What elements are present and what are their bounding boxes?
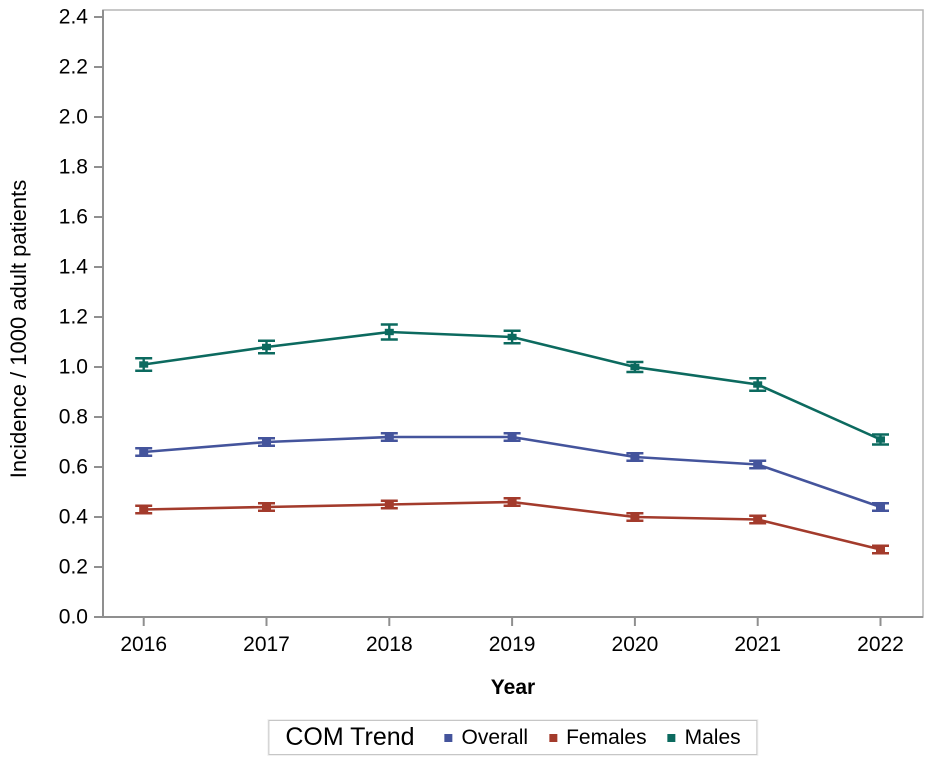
x-axis: 2016 2017 2018 2019 2020 2021 2022: [120, 617, 904, 656]
x-tick-label: 2016: [120, 633, 167, 656]
plot-frame: [102, 9, 924, 618]
legend-items: Overall Females Males: [444, 725, 741, 750]
data-point-marker: [262, 343, 271, 351]
x-tick-label: 2018: [366, 633, 413, 656]
y-tick-label: 0.2: [59, 556, 88, 579]
y-tick-label: 2.0: [59, 106, 88, 129]
legend-marker-icon: [549, 733, 558, 742]
legend: COM Trend Overall Females Males: [268, 720, 758, 755]
data-point-marker: [753, 461, 763, 468]
y-tick-label: 0.6: [59, 456, 88, 479]
legend-item-label: Males: [684, 725, 741, 749]
y-tick-label: 1.8: [59, 156, 88, 179]
y-tick-label: 1.6: [59, 206, 88, 229]
data-point-marker: [262, 503, 271, 511]
data-point-marker: [139, 361, 149, 368]
data-point-marker: [507, 333, 517, 341]
data-point-marker: [630, 513, 640, 521]
data-point-marker: [384, 433, 394, 441]
legend-item-females: Females: [549, 726, 647, 750]
data-point-marker: [139, 506, 149, 513]
data-point-marker: [876, 503, 885, 511]
data-point-marker: [876, 546, 885, 553]
y-tick-label: 0.8: [59, 406, 88, 429]
data-point-marker: [384, 328, 394, 336]
series-females: [135, 496, 889, 555]
y-axis-title: Incidence / 1000 adult patients: [6, 179, 31, 479]
legend-item-males: Males: [667, 725, 741, 750]
legend-marker-icon: [667, 733, 676, 742]
x-tick-label: 2017: [243, 633, 290, 656]
x-axis-title: Year: [490, 676, 536, 699]
data-point-marker: [139, 448, 149, 456]
data-point-marker: [630, 363, 640, 371]
x-tick-label: 2020: [612, 633, 659, 656]
data-point-marker: [753, 381, 763, 388]
data-point-marker: [630, 453, 640, 461]
y-tick-label: 1.2: [59, 306, 88, 329]
legend-item-label: Females: [566, 725, 647, 749]
data-point-marker: [262, 438, 271, 446]
x-tick-label: 2021: [734, 633, 781, 656]
data-point-marker: [507, 433, 517, 441]
legend-marker-icon: [444, 733, 453, 742]
y-tick-label: 0.0: [59, 606, 88, 629]
y-tick-label: 1.0: [59, 356, 88, 379]
series-overall: [135, 431, 889, 513]
legend-title: COM Trend: [285, 723, 415, 751]
legend-item-label: Overall: [461, 725, 529, 749]
y-tick-label: 2.2: [59, 56, 88, 79]
y-tick-label: 0.4: [59, 506, 89, 529]
y-axis: 0.0 0.2 0.4 0.6 0.8 1.0 1.2 1.4 1.6 1.8 2.0 2.2 2.4: [59, 6, 103, 629]
data-point-marker: [507, 498, 517, 506]
data-point-marker: [876, 436, 885, 443]
data-point-marker: [753, 516, 763, 523]
series-males: [135, 323, 889, 446]
data-point-marker: [384, 501, 394, 508]
y-tick-label: 2.4: [59, 6, 89, 29]
x-tick-label: 2019: [489, 633, 536, 656]
legend-item-overall: Overall: [444, 725, 529, 750]
y-tick-label: 1.4: [59, 256, 89, 279]
x-tick-label: 2022: [857, 633, 904, 656]
